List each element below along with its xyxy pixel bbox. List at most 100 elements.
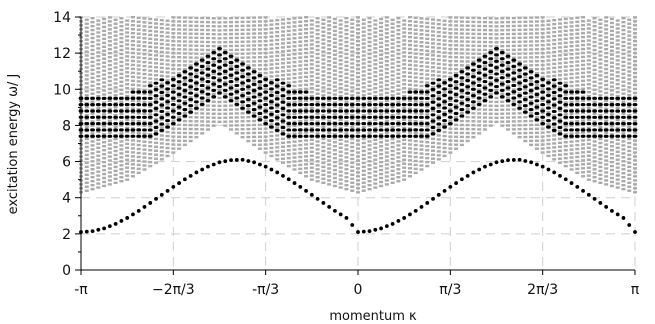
data-point — [188, 173, 193, 178]
data-point — [148, 201, 153, 205]
continuum-column — [292, 17, 297, 171]
data-point — [315, 196, 320, 201]
data-point — [534, 162, 539, 167]
data-point — [217, 160, 222, 165]
data-point — [581, 188, 585, 193]
continuum-column — [603, 16, 609, 186]
continuum-column — [188, 16, 194, 143]
continuum-column — [597, 18, 603, 185]
data-point — [471, 170, 476, 175]
data-point — [390, 222, 395, 226]
continuum-column — [240, 16, 245, 139]
data-point — [298, 184, 303, 189]
continuum-column — [592, 17, 598, 183]
x-tick-label: π/3 — [439, 282, 461, 298]
data-point — [511, 158, 516, 162]
continuum-column — [165, 19, 170, 158]
continuum-column — [269, 19, 274, 158]
data-point — [396, 219, 401, 223]
data-point — [223, 159, 228, 164]
continuum-column — [170, 16, 176, 154]
data-point — [171, 184, 176, 189]
continuum-column — [297, 16, 303, 175]
continuum-column — [326, 16, 332, 186]
data-point — [344, 216, 349, 220]
continuum-column — [390, 18, 396, 185]
data-point — [552, 170, 557, 175]
continuum-column — [338, 19, 344, 189]
data-point — [546, 167, 551, 172]
data-point — [292, 181, 297, 185]
continuum-column — [407, 16, 413, 178]
continuum-column — [211, 17, 217, 127]
data-point — [592, 196, 597, 201]
continuum-column — [90, 16, 95, 191]
y-tick-label: 14 — [53, 10, 71, 26]
data-point — [281, 173, 285, 178]
data-point — [194, 170, 199, 175]
data-point — [119, 219, 124, 223]
continuum-column — [263, 16, 269, 154]
data-point — [84, 229, 89, 234]
data-point — [131, 212, 135, 217]
data-point — [610, 209, 614, 213]
continuum-column — [413, 16, 419, 175]
continuum-column — [476, 16, 482, 135]
continuum-column — [118, 17, 124, 183]
data-point — [523, 159, 528, 163]
data-point — [229, 158, 233, 163]
data-point — [621, 216, 626, 220]
continuum-column — [274, 18, 280, 161]
continuum-column — [245, 16, 251, 143]
continuum-column — [205, 16, 211, 131]
continuum-column — [395, 17, 401, 183]
data-point — [96, 227, 101, 232]
continuum-column — [540, 16, 546, 154]
lowest-mode-series — [79, 157, 637, 234]
continuum-column — [569, 17, 574, 171]
y-tick-label: 8 — [62, 118, 71, 134]
continuum-column — [107, 16, 113, 186]
data-point — [431, 196, 435, 201]
continuum-column — [534, 16, 540, 150]
continuum-column — [234, 16, 240, 135]
continuum-column — [153, 18, 159, 164]
continuum-column — [176, 16, 182, 150]
data-point — [448, 184, 453, 189]
continuum-column — [609, 17, 615, 188]
data-point — [252, 160, 257, 165]
x-tick-labels: -π −2π/3 -π/3 0 π/3 2π/3 π — [74, 270, 640, 298]
data-point — [361, 229, 366, 234]
continuum-column — [621, 16, 626, 191]
continuum-column — [372, 19, 378, 189]
continuum-column — [320, 18, 326, 185]
continuum-column — [286, 17, 292, 168]
continuum-column — [332, 17, 338, 188]
x-tick-label: −2π/3 — [152, 282, 195, 298]
data-point — [627, 223, 632, 227]
y-tick-label: 4 — [62, 191, 71, 207]
continuum-column — [315, 17, 321, 183]
x-axis-title: momentum κ — [329, 309, 417, 324]
data-point — [304, 188, 308, 193]
data-point — [384, 224, 389, 229]
data-point — [373, 227, 378, 232]
continuum-column — [615, 19, 621, 189]
continuum-column — [511, 16, 517, 135]
data-point — [327, 205, 332, 209]
continuum-column — [401, 19, 407, 181]
data-point — [309, 192, 314, 197]
continuum-column — [182, 16, 188, 147]
data-point — [477, 167, 482, 172]
continuum-column — [384, 16, 390, 186]
continuum-column — [528, 16, 534, 147]
x-tick-label: -π/3 — [252, 282, 279, 298]
continuum-column — [459, 16, 465, 147]
continuum-column — [546, 19, 551, 158]
data-point — [517, 157, 522, 162]
data-point — [246, 159, 251, 163]
continuum-column — [361, 18, 367, 192]
continuum-column — [494, 17, 499, 124]
data-point — [182, 177, 187, 182]
